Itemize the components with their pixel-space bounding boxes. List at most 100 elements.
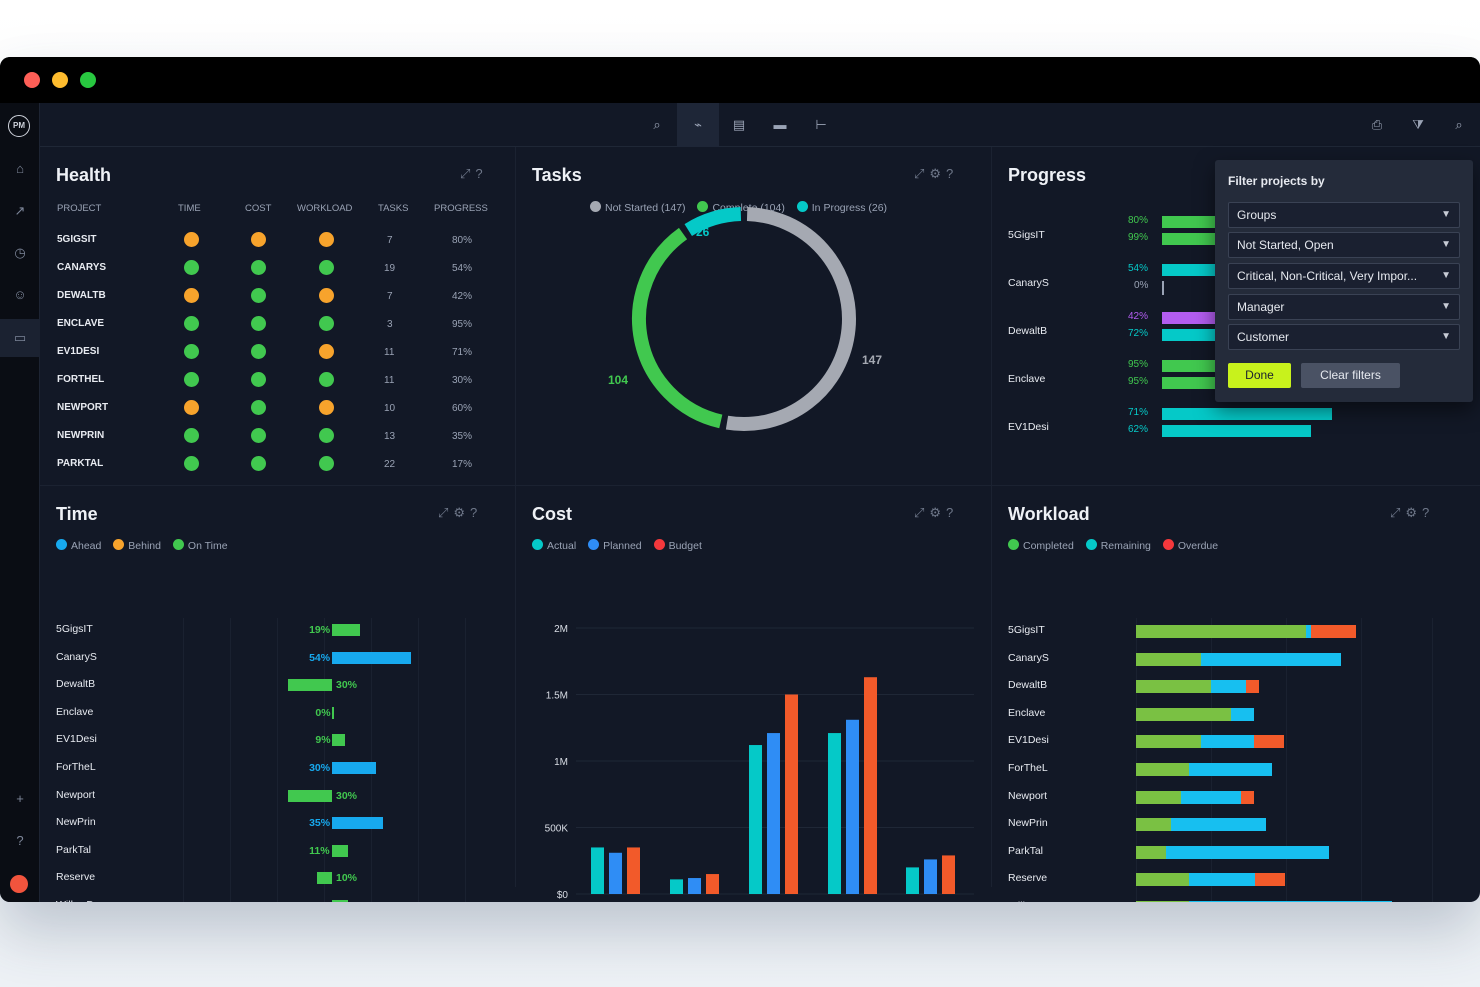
- progress-project-name: Enclave: [1008, 373, 1046, 385]
- status-dot: [251, 260, 266, 275]
- health-progress: 54%: [452, 263, 473, 274]
- time-bar: [332, 734, 346, 747]
- status-dot: [319, 372, 334, 387]
- hierarchy-icon[interactable]: ⊢: [815, 117, 827, 132]
- home-icon[interactable]: ⌂: [16, 161, 24, 176]
- workload-bar-remaining: [1181, 790, 1241, 804]
- health-tasks: 7: [387, 291, 393, 302]
- time-title: Time: [56, 504, 98, 524]
- search-icon[interactable]: ⌕: [1455, 117, 1463, 132]
- help-icon[interactable]: ?: [16, 833, 24, 848]
- status-select[interactable]: Not Started, Open ▼: [1228, 232, 1460, 258]
- progress-b-label: 72%: [1128, 328, 1149, 339]
- time-bar: [332, 706, 334, 719]
- health-controls[interactable]: ⤢?: [460, 166, 488, 181]
- workload-bar-completed: [1136, 873, 1189, 887]
- cost-title: Cost: [532, 504, 572, 524]
- maximize-window-button[interactable]: [80, 72, 96, 88]
- time-label: 0%: [315, 706, 331, 719]
- tasks-controls[interactable]: ⤢⚙?: [914, 166, 959, 181]
- gridline: [277, 618, 278, 902]
- zoom-icon[interactable]: ⌕: [653, 117, 661, 132]
- health-header: COST: [245, 203, 272, 214]
- status-dot: [184, 288, 199, 303]
- cost-bar: [767, 733, 780, 894]
- priority-select[interactable]: Critical, Non-Critical, Very Impor... ▼: [1228, 263, 1460, 289]
- minimize-window-button[interactable]: [52, 72, 68, 88]
- rocket-icon[interactable]: ↗: [14, 203, 26, 218]
- status-dot: [319, 400, 334, 415]
- avatar-icon[interactable]: [10, 875, 28, 893]
- briefcase-icon[interactable]: ▭: [0, 319, 40, 357]
- cost-bar: [828, 733, 841, 894]
- cost-bar: [749, 745, 762, 894]
- logo[interactable]: PM: [8, 115, 30, 137]
- progress-a-label: 95%: [1128, 359, 1149, 370]
- workload-panel: Workload ⤢⚙? Completed Remaining Overdue…: [992, 486, 1480, 902]
- progress-bar-b: [1162, 281, 1164, 295]
- progress-title: Progress: [1008, 165, 1087, 185]
- status-dot: [184, 456, 199, 471]
- status-dot: [251, 232, 266, 247]
- gridline: [183, 618, 184, 902]
- print-icon[interactable]: ⎙: [1371, 117, 1383, 132]
- status-dot: [319, 428, 334, 443]
- health-project-name: 5GIGSIT: [57, 234, 97, 245]
- health-panel: Health ⤢? PROJECT TIME COST WORKLOAD TASKS PR…: [40, 147, 515, 485]
- progress-bar-b: [1162, 425, 1311, 437]
- cost-bar: [942, 855, 955, 894]
- gridline: [1211, 618, 1212, 902]
- workload-bar-overdue: [1254, 735, 1284, 749]
- health-tasks: 10: [384, 403, 396, 414]
- time-project-name: NewPrin: [56, 816, 96, 829]
- time-controls[interactable]: ⤢⚙?: [438, 505, 483, 520]
- progress-a-label: 42%: [1128, 311, 1149, 322]
- gridline: [1361, 618, 1362, 902]
- cost-tick-label: 2M: [554, 624, 568, 635]
- clear-filters-button[interactable]: Clear filters: [1301, 363, 1400, 388]
- progress-b-label: 95%: [1128, 376, 1149, 387]
- close-window-button[interactable]: [24, 72, 40, 88]
- cost-controls[interactable]: ⤢⚙?: [914, 505, 959, 520]
- title-bar: [0, 57, 1480, 103]
- groups-select[interactable]: Groups ▼: [1228, 202, 1460, 228]
- health-tasks: 19: [384, 263, 396, 274]
- time-bar: [332, 900, 349, 902]
- manager-select[interactable]: Manager ▼: [1228, 294, 1460, 320]
- clock-icon[interactable]: ◷: [14, 245, 26, 260]
- status-dot: [251, 400, 266, 415]
- time-project-name: DewaltB: [56, 678, 96, 691]
- done-button[interactable]: Done: [1228, 363, 1291, 388]
- health-progress: 42%: [452, 291, 473, 302]
- health-tasks: 11: [384, 347, 395, 358]
- workload-bar-remaining: [1171, 818, 1266, 832]
- workload-bar-completed: [1136, 763, 1189, 776]
- time-label: 35%: [309, 817, 331, 830]
- health-project-name: PARKTAL: [57, 458, 104, 469]
- workload-bar-remaining: [1189, 763, 1272, 776]
- health-progress: 60%: [452, 403, 473, 414]
- workload-bar-remaining: [1201, 652, 1341, 666]
- health-progress: 71%: [452, 347, 473, 358]
- filter-icon[interactable]: ⧩: [1412, 117, 1424, 132]
- link-icon[interactable]: ▬: [773, 117, 787, 132]
- workload-project-name: NewPrin: [1008, 817, 1048, 830]
- health-progress: 30%: [452, 375, 473, 386]
- workload-project-name: ForTheL: [1008, 762, 1048, 774]
- customer-select[interactable]: Customer ▼: [1228, 324, 1460, 350]
- workload-title: Workload: [1008, 504, 1090, 524]
- plus-icon[interactable]: +: [16, 791, 24, 806]
- donut-slice: [632, 227, 723, 429]
- progress-project-name: EV1Desi: [1008, 421, 1049, 433]
- clipboard-icon[interactable]: ▤: [732, 117, 746, 132]
- workload-project-name: Newport: [1008, 789, 1048, 802]
- people-icon[interactable]: ☺: [13, 287, 27, 302]
- workload-controls[interactable]: ⤢⚙?: [1390, 505, 1435, 520]
- health-tasks: 22: [384, 459, 396, 470]
- workload-bar-completed: [1136, 680, 1211, 694]
- status-dot: [319, 232, 334, 247]
- gridline: [371, 618, 372, 902]
- health-tasks: 13: [384, 431, 396, 442]
- dashboard-icon[interactable]: ⌁: [677, 103, 719, 147]
- time-label: 30%: [336, 679, 358, 692]
